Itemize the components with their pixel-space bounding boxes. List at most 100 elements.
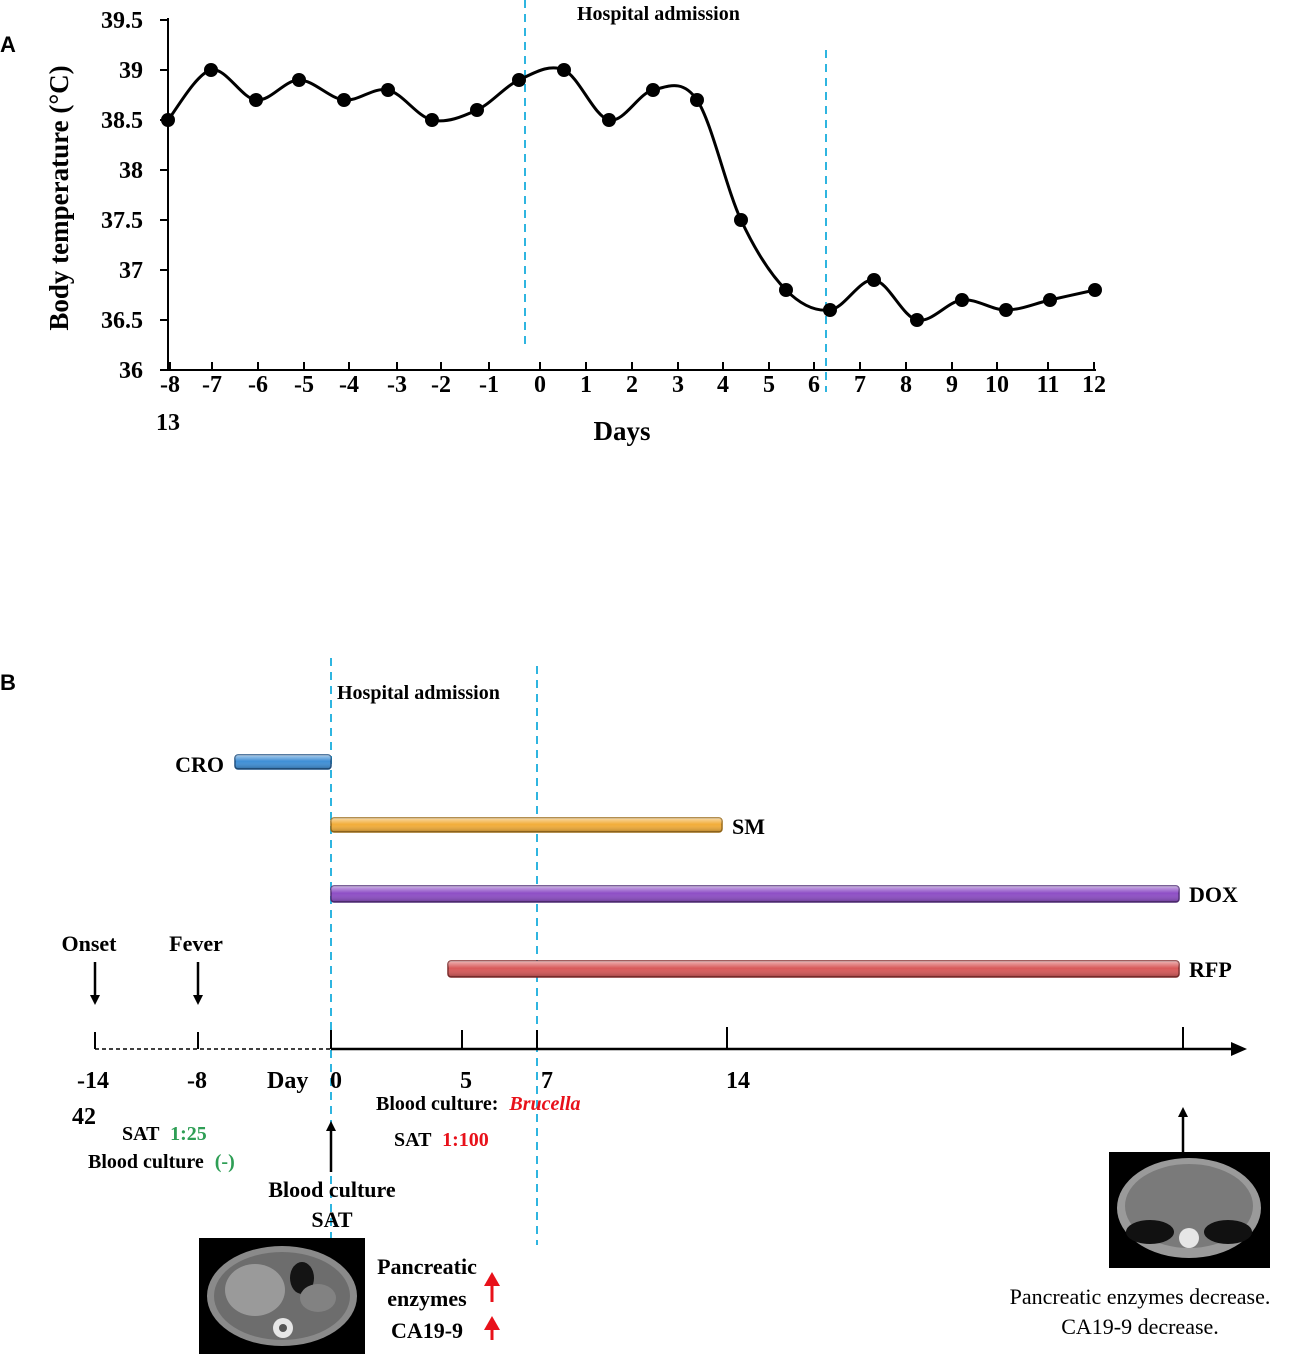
temperature-line <box>166 66 1096 322</box>
blood-culture-early-label: Blood culture <box>88 1151 204 1173</box>
timeline-day-prefix: Day <box>267 1068 308 1094</box>
y-axis-ticks: 36 36.5 37 37.5 38 38.5 39 39.5 <box>101 8 168 384</box>
ct-scan-followup <box>1109 1152 1270 1268</box>
temperature-point <box>999 303 1013 317</box>
x-tick-label: 6 <box>808 372 820 398</box>
y-tick-label: 39.5 <box>101 8 143 34</box>
x-tick-label: 5 <box>763 372 775 398</box>
red-arrow-head-1 <box>484 1272 500 1286</box>
sat-early-value: 1:25 <box>170 1123 207 1145</box>
cro-bar-shade <box>235 755 331 769</box>
panel-b: B Hospital admission CRO SM DOX RFP Onse… <box>0 658 1270 1354</box>
ct-followup-lung-right <box>1204 1220 1252 1244</box>
extra-axis-label-13: 13 <box>156 410 180 436</box>
x-tick-label: 9 <box>946 372 958 398</box>
panel-a-letter: A <box>0 32 16 57</box>
dox-label: DOX <box>1189 882 1238 907</box>
temperature-point <box>602 113 616 127</box>
drug-dox: DOX <box>330 882 1238 907</box>
temperature-point <box>734 213 748 227</box>
temperature-point <box>823 303 837 317</box>
x-axis-title: Days <box>593 416 650 446</box>
red-up-arrow-ca199 <box>484 1316 500 1340</box>
ct-spinal-canal <box>279 1324 287 1332</box>
temperature-point <box>337 93 351 107</box>
sat-early-label: SAT <box>122 1123 160 1145</box>
ct-followup-vertebra <box>1179 1228 1199 1248</box>
cro-label: CRO <box>175 752 224 777</box>
x-tick-label: 0 <box>534 372 546 398</box>
x-tick-label: 11 <box>1037 372 1060 398</box>
extra-timeline-label-42: 42 <box>72 1104 96 1130</box>
admission-test-sat: SAT <box>311 1207 352 1232</box>
temperature-point <box>646 83 660 97</box>
y-axis-title: Body temperature (°C) <box>44 65 74 330</box>
ct-stomach-air <box>290 1262 314 1294</box>
x-tick-label: 3 <box>672 372 684 398</box>
rfp-bar-shade <box>448 961 1179 977</box>
temperature-point <box>1043 293 1057 307</box>
y-tick-label: 36 <box>119 358 143 384</box>
timeline-label-minus8: -8 <box>187 1068 207 1094</box>
temperature-point <box>512 73 526 87</box>
temperature-point <box>557 63 571 77</box>
admission-annotation: Hospital admission <box>577 3 740 25</box>
temperature-point <box>690 93 704 107</box>
drug-sm: SM <box>330 814 765 839</box>
temperature-point <box>1088 283 1102 297</box>
blood-culture-day7: Blood culture: Brucella <box>376 1093 581 1115</box>
blood-culture-day7-value: Brucella <box>508 1093 580 1115</box>
timeline-label-7: 7 <box>541 1068 553 1094</box>
x-tick-label: 4 <box>717 372 729 398</box>
labs-up-line2: enzymes <box>387 1286 467 1311</box>
x-tick-label: -4 <box>339 372 359 398</box>
timeline-label-5: 5 <box>460 1068 472 1094</box>
temperature-point <box>425 113 439 127</box>
fever-label: Fever <box>169 931 223 956</box>
sm-label: SM <box>732 814 765 839</box>
sat-day7-label: SAT <box>394 1129 432 1151</box>
y-tick-label: 39 <box>119 58 143 84</box>
ct-followup-lung-left <box>1126 1220 1174 1244</box>
timeline-label-14: 14 <box>726 1068 750 1094</box>
labs-down-line1: Pancreatic enzymes decrease. <box>1010 1284 1271 1309</box>
drug-cro: CRO <box>175 752 332 777</box>
y-tick-label: 38 <box>119 158 143 184</box>
sat-day7: SAT 1:100 <box>394 1129 489 1151</box>
sm-bar-shade <box>331 818 722 832</box>
x-tick-label: -2 <box>431 372 451 398</box>
labs-up-line3: CA19-9 <box>391 1318 463 1343</box>
x-axis-ticks: -8 -7 -6 -5 -4 -3 -2 -1 0 1 2 3 4 5 6 7 8 9 10 11 12 <box>160 362 1106 398</box>
x-tick-label: -7 <box>202 372 222 398</box>
y-tick-label: 36.5 <box>101 308 143 334</box>
temperature-point <box>292 73 306 87</box>
rfp-label: RFP <box>1189 957 1232 982</box>
temperature-point <box>779 283 793 297</box>
admission-annotation-b: Hospital admission <box>337 682 500 704</box>
blood-culture-day7-label: Blood culture: <box>376 1093 498 1115</box>
panel-b-letter: B <box>0 670 16 695</box>
timeline-arrowhead <box>1231 1042 1247 1056</box>
blood-culture-early-value: (-) <box>215 1151 235 1173</box>
labs-down-line2: CA19-9 decrease. <box>1061 1314 1219 1339</box>
temperature-point <box>910 313 924 327</box>
timeline-label-minus14: -14 <box>77 1068 109 1094</box>
red-up-arrow-enzymes <box>484 1272 500 1302</box>
y-tick-label: 38.5 <box>101 108 143 134</box>
sat-day7-value: 1:100 <box>442 1129 489 1151</box>
temperature-point <box>381 83 395 97</box>
temperature-point <box>204 63 218 77</box>
admission-test-blood-culture: Blood culture <box>268 1177 396 1202</box>
onset-label: Onset <box>62 931 118 956</box>
x-tick-label: 7 <box>854 372 866 398</box>
x-tick-label: 1 <box>580 372 592 398</box>
x-tick-label: 10 <box>985 372 1009 398</box>
ct-liver <box>225 1264 285 1316</box>
x-tick-label: -3 <box>387 372 407 398</box>
temperature-point <box>470 103 484 117</box>
x-tick-label: -8 <box>160 372 180 398</box>
ct-scan-admission <box>199 1238 365 1354</box>
dox-bar-shade <box>331 886 1179 902</box>
